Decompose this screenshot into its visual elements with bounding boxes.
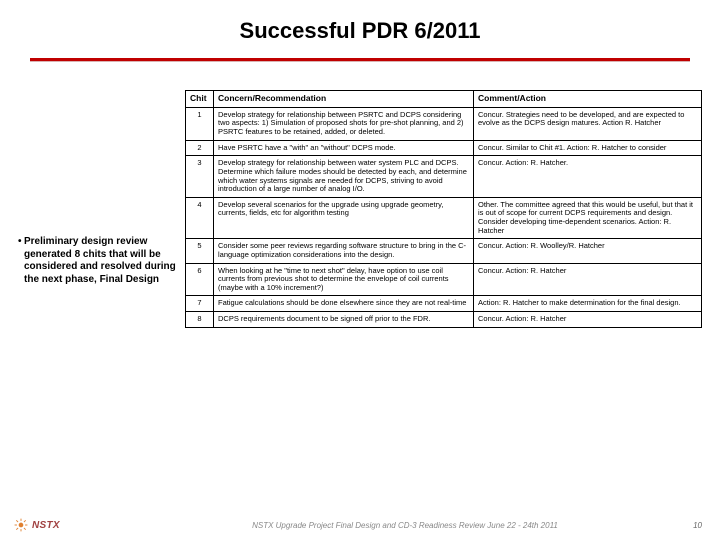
page-title: Successful PDR 6/2011 xyxy=(0,0,720,54)
cell-chit: 1 xyxy=(186,107,214,140)
col-concern: Concern/Recommendation xyxy=(214,91,474,108)
table-row: 3 Develop strategy for relationship betw… xyxy=(186,156,702,198)
cell-concern: When looking at he "time to next shot" d… xyxy=(214,263,474,296)
cell-chit: 6 xyxy=(186,263,214,296)
cell-concern: Fatigue calculations should be done else… xyxy=(214,296,474,312)
cell-chit: 2 xyxy=(186,140,214,156)
footer-center: NSTX Upgrade Project Final Design and CD… xyxy=(140,521,670,530)
chit-table: Chit Concern/Recommendation Comment/Acti… xyxy=(185,90,702,328)
cell-concern: Consider some peer reviews regarding sof… xyxy=(214,239,474,263)
col-chit: Chit xyxy=(186,91,214,108)
table-row: 2 Have PSRTC have a "with" an "without" … xyxy=(186,140,702,156)
table-header-row: Chit Concern/Recommendation Comment/Acti… xyxy=(186,91,702,108)
table-row: 7 Fatigue calculations should be done el… xyxy=(186,296,702,312)
cell-concern: Have PSRTC have a "with" an "without" DC… xyxy=(214,140,474,156)
slide-container: Successful PDR 6/2011 • Preliminary desi… xyxy=(0,0,720,540)
cell-concern: Develop strategy for relationship betwee… xyxy=(214,156,474,198)
cell-comment: Concur. Similar to Chit #1. Action: R. H… xyxy=(474,140,702,156)
table-row: 5 Consider some peer reviews regarding s… xyxy=(186,239,702,263)
sun-icon xyxy=(14,518,28,532)
footer-page-number: 10 xyxy=(670,521,720,530)
cell-concern: DCPS requirements document to be signed … xyxy=(214,312,474,328)
col-comment: Comment/Action xyxy=(474,91,702,108)
cell-chit: 5 xyxy=(186,239,214,263)
side-note-text: Preliminary design review generated 8 ch… xyxy=(24,236,177,286)
footer: NSTX NSTX Upgrade Project Final Design a… xyxy=(0,516,720,534)
cell-comment: Concur. Action: R. Hatcher. xyxy=(474,156,702,198)
cell-chit: 8 xyxy=(186,312,214,328)
side-note: • Preliminary design review generated 8 … xyxy=(18,90,185,328)
body: • Preliminary design review generated 8 … xyxy=(0,62,720,328)
cell-comment: Other. The committee agreed that this wo… xyxy=(474,197,702,239)
table-row: 4 Develop several scenarios for the upgr… xyxy=(186,197,702,239)
cell-chit: 3 xyxy=(186,156,214,198)
cell-chit: 7 xyxy=(186,296,214,312)
cell-concern: Develop strategy for relationship betwee… xyxy=(214,107,474,140)
cell-comment: Concur. Action: R. Hatcher xyxy=(474,263,702,296)
cell-concern: Develop several scenarios for the upgrad… xyxy=(214,197,474,239)
footer-project: NSTX xyxy=(32,520,60,531)
cell-comment: Action: R. Hatcher to make determination… xyxy=(474,296,702,312)
cell-comment: Concur. Action: R. Woolley/R. Hatcher xyxy=(474,239,702,263)
footer-left: NSTX xyxy=(0,518,140,532)
cell-comment: Concur. Strategies need to be developed,… xyxy=(474,107,702,140)
table-row: 1 Develop strategy for relationship betw… xyxy=(186,107,702,140)
cell-chit: 4 xyxy=(186,197,214,239)
table-row: 8 DCPS requirements document to be signe… xyxy=(186,312,702,328)
cell-comment: Concur. Action: R. Hatcher xyxy=(474,312,702,328)
table-row: 6 When looking at he "time to next shot"… xyxy=(186,263,702,296)
